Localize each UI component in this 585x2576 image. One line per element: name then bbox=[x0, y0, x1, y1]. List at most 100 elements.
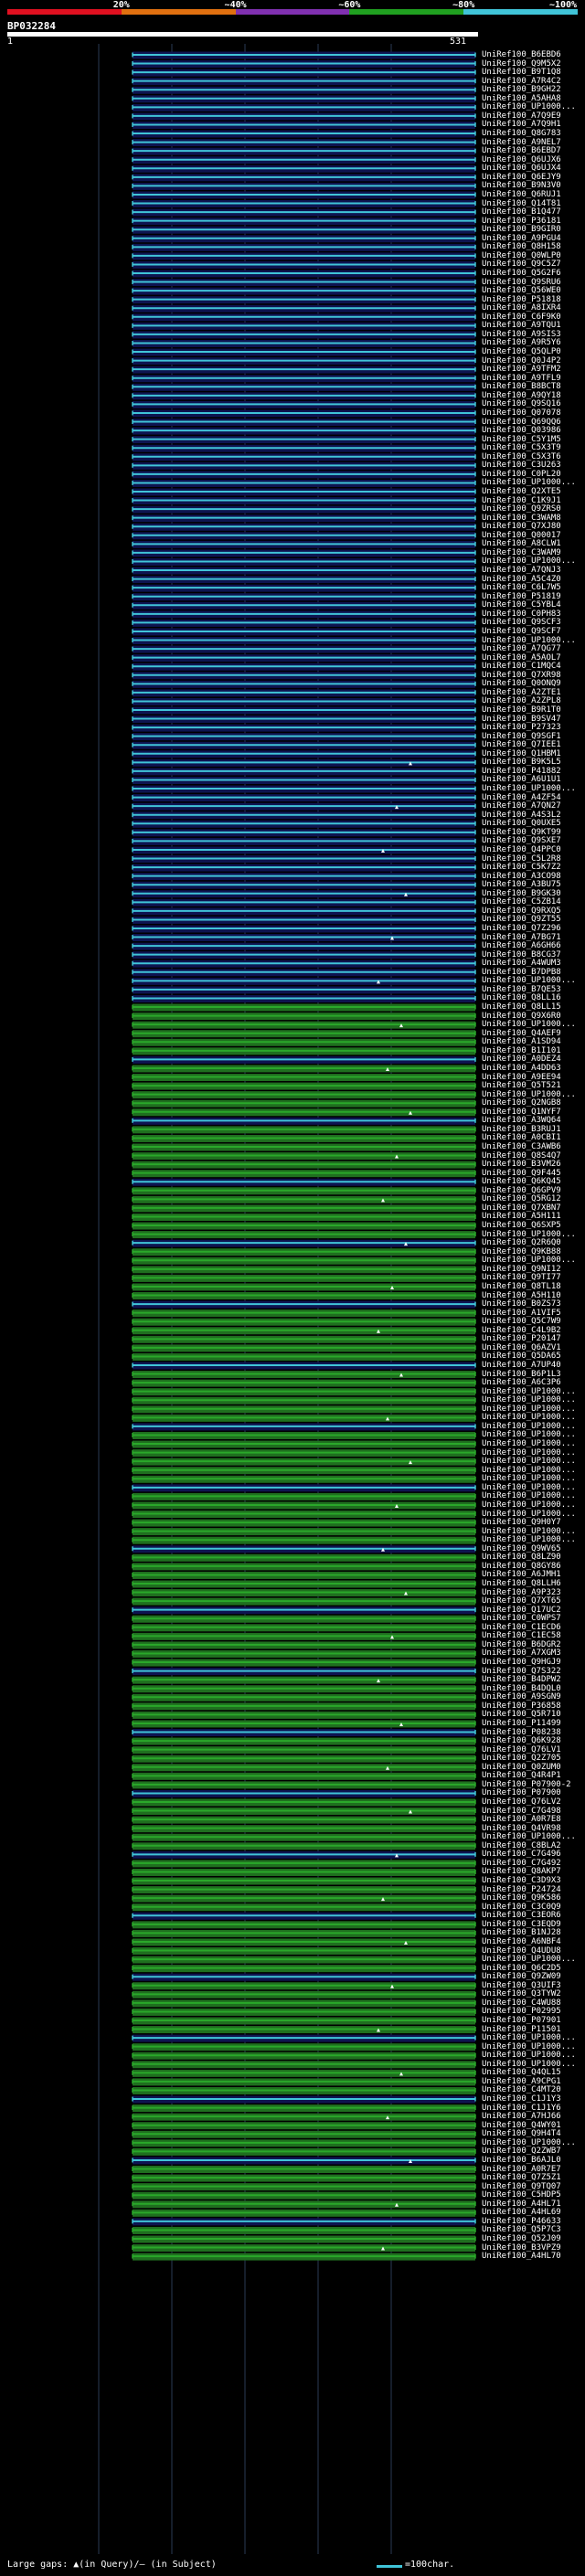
hit-label[interactable]: UniRef100_Q4QL15 bbox=[482, 2068, 561, 2078]
hit-label[interactable]: UniRef100_C0PH83 bbox=[482, 609, 561, 619]
hit-label[interactable]: UniRef100_Q2Z705 bbox=[482, 1754, 561, 1764]
hit-label[interactable]: UniRef100_Q3TYW2 bbox=[482, 1989, 561, 1999]
hit-label[interactable]: UniRef100_Q1HBM1 bbox=[482, 748, 561, 758]
hit-label[interactable]: UniRef100_UP1000... bbox=[482, 1457, 576, 1467]
hit-label[interactable]: UniRef100_P51818 bbox=[482, 294, 561, 304]
hit-label[interactable]: UniRef100_Q7Z5Z1 bbox=[482, 2173, 561, 2183]
hit-label[interactable]: UniRef100_UP1000... bbox=[482, 2137, 576, 2147]
hit-label[interactable]: UniRef100_Q2XTE5 bbox=[482, 487, 561, 496]
hit-label[interactable]: UniRef100_C3EOR6 bbox=[482, 1911, 561, 1921]
hit-label[interactable]: UniRef100_A6NBF4 bbox=[482, 1936, 561, 1946]
hit-label[interactable]: UniRef100_P07901 bbox=[482, 2016, 561, 2025]
hit-label[interactable]: UniRef100_C1J1Y3 bbox=[482, 2094, 561, 2104]
hit-label[interactable]: UniRef100_C5L2R8 bbox=[482, 853, 561, 864]
hit-label[interactable]: UniRef100_UP1000... bbox=[482, 1020, 576, 1030]
hit-label[interactable]: UniRef100_Q8AKP7 bbox=[482, 1867, 561, 1877]
hit-label[interactable]: UniRef100_Q6UJX6 bbox=[482, 154, 561, 164]
hit-label[interactable]: UniRef100_A4HL69 bbox=[482, 2208, 561, 2218]
hit-label[interactable]: UniRef100_Q7XJ80 bbox=[482, 522, 561, 532]
hit-label[interactable]: UniRef100_Q7XBN7 bbox=[482, 1203, 561, 1213]
hit-label[interactable]: UniRef100_Q9SQ16 bbox=[482, 399, 561, 409]
hit-label[interactable]: UniRef100_Q17UC2 bbox=[482, 1605, 561, 1615]
hit-label[interactable]: UniRef100_B9T1Q8 bbox=[482, 68, 561, 78]
hit-label[interactable]: UniRef100_C6F9K0 bbox=[482, 312, 561, 322]
hit-label[interactable]: UniRef100_C3WAM9 bbox=[482, 547, 561, 557]
hit-label[interactable]: UniRef100_UP1000... bbox=[482, 1430, 576, 1440]
hit-label[interactable]: UniRef100_UP1000... bbox=[482, 1395, 576, 1405]
hit-label[interactable]: UniRef100_C3U263 bbox=[482, 461, 561, 471]
hit-label[interactable]: UniRef100_Q8LLH6 bbox=[482, 1579, 561, 1588]
hit-label[interactable]: UniRef100_Q0UXE5 bbox=[482, 819, 561, 829]
hit-label[interactable]: UniRef100_UP1000... bbox=[482, 2041, 576, 2051]
hit-label[interactable]: UniRef100_C3EQD9 bbox=[482, 1919, 561, 1929]
hit-label[interactable]: UniRef100_C3D9X3 bbox=[482, 1876, 561, 1886]
hit-label[interactable]: UniRef100_Q6RUJ1 bbox=[482, 189, 561, 199]
hit-label[interactable]: UniRef100_Q07078 bbox=[482, 408, 561, 418]
hit-label[interactable]: UniRef100_Q03986 bbox=[482, 426, 561, 436]
hit-label[interactable]: UniRef100_B1Q477 bbox=[482, 207, 561, 217]
hit-label[interactable]: UniRef100_UP1000... bbox=[482, 1089, 576, 1099]
hit-label[interactable]: UniRef100_Q9SRU6 bbox=[482, 277, 561, 287]
hit-label[interactable]: UniRef100_A7R4C2 bbox=[482, 76, 561, 86]
hit-label[interactable]: UniRef100_P08238 bbox=[482, 1727, 561, 1737]
hit-label[interactable]: UniRef100_C0WPS7 bbox=[482, 1614, 561, 1624]
hit-label[interactable]: UniRef100_B6EBD7 bbox=[482, 146, 561, 156]
hit-label[interactable]: UniRef100_B3VPZ9 bbox=[482, 2242, 561, 2253]
hit-label[interactable]: UniRef100_UP1000... bbox=[482, 1491, 576, 1501]
hit-label[interactable]: UniRef100_A5AOL7 bbox=[482, 652, 561, 663]
hit-label[interactable]: UniRef100_Q52J09 bbox=[482, 2234, 561, 2243]
hit-label[interactable]: UniRef100_Q9TQ07 bbox=[482, 2181, 561, 2191]
hit-label[interactable]: UniRef100_A4S3L2 bbox=[482, 810, 561, 820]
hit-label[interactable]: UniRef100_C5ZB14 bbox=[482, 897, 561, 907]
hit-label[interactable]: UniRef100_Q4WY01 bbox=[482, 2120, 561, 2130]
hit-label[interactable]: UniRef100_A5AHA8 bbox=[482, 93, 561, 103]
hit-label[interactable]: UniRef100_P11501 bbox=[482, 2024, 561, 2034]
hit-label[interactable]: UniRef100_UP1000... bbox=[482, 1832, 576, 1842]
hit-label[interactable]: UniRef100_C1EC58 bbox=[482, 1631, 561, 1641]
hit-label[interactable]: UniRef100_Q6UJX4 bbox=[482, 164, 561, 174]
hit-label[interactable]: UniRef100_Q9K586 bbox=[482, 1893, 561, 1903]
hit-label[interactable]: UniRef100_Q9SCF7 bbox=[482, 626, 561, 636]
hit-label[interactable]: UniRef100_Q9M5X2 bbox=[482, 58, 561, 69]
hit-label[interactable]: UniRef100_A7Q9E9 bbox=[482, 111, 561, 121]
hit-label[interactable]: UniRef100_Q2NGB8 bbox=[482, 1098, 561, 1108]
hit-label[interactable]: UniRef100_A9R5Y6 bbox=[482, 338, 561, 348]
hit-label[interactable]: UniRef100_UP1000... bbox=[482, 1526, 576, 1536]
hit-label[interactable]: UniRef100_Q9C5Z7 bbox=[482, 260, 561, 270]
hit-label[interactable]: UniRef100_C1MQC4 bbox=[482, 662, 561, 672]
hit-label[interactable]: UniRef100_A0CBI1 bbox=[482, 1133, 561, 1143]
hit-label[interactable]: UniRef100_P36858 bbox=[482, 1701, 561, 1711]
hit-label[interactable]: UniRef100_B7QE53 bbox=[482, 984, 561, 994]
hit-label[interactable]: UniRef100_UP1000... bbox=[482, 784, 576, 794]
hit-label[interactable]: UniRef100_Q7Z296 bbox=[482, 924, 561, 933]
hit-label[interactable]: UniRef100_B6DGR2 bbox=[482, 1639, 561, 1649]
hit-label[interactable]: UniRef100_Q5G2F6 bbox=[482, 269, 561, 278]
hit-label[interactable]: UniRef100_A9PGU4 bbox=[482, 233, 561, 243]
hit-label[interactable]: UniRef100_Q6EJY9 bbox=[482, 172, 561, 182]
hit-label[interactable]: UniRef100_Q9NI12 bbox=[482, 1264, 561, 1274]
hit-label[interactable]: UniRef100_C1K9J1 bbox=[482, 495, 561, 505]
hit-label[interactable]: UniRef100_C1J1Y6 bbox=[482, 2103, 561, 2113]
hit-label[interactable]: UniRef100_C6L7W5 bbox=[482, 583, 561, 593]
hit-label[interactable]: UniRef100_Q9TI77 bbox=[482, 1273, 561, 1283]
hit-label[interactable]: UniRef100_B4DQL0 bbox=[482, 1683, 561, 1693]
hit-label[interactable]: UniRef100_A9SIS3 bbox=[482, 329, 561, 339]
hit-label[interactable]: UniRef100_Q6C2D5 bbox=[482, 1963, 561, 1973]
hit-label[interactable]: UniRef100_B0ZS73 bbox=[482, 1299, 561, 1309]
hit-label[interactable]: UniRef100_Q5C7W9 bbox=[482, 1317, 561, 1327]
hit-label[interactable]: UniRef100_C7G492 bbox=[482, 1858, 561, 1868]
hit-label[interactable]: UniRef100_A5H110 bbox=[482, 1290, 561, 1300]
hit-label[interactable]: UniRef100_Q7XT65 bbox=[482, 1596, 561, 1606]
hit-label[interactable]: UniRef100_A3WQ64 bbox=[482, 1116, 561, 1126]
hit-label[interactable]: UniRef100_Q9KT99 bbox=[482, 827, 561, 837]
hit-label[interactable]: UniRef100_A4DD63 bbox=[482, 1063, 561, 1073]
hit-label[interactable]: UniRef100_A1SD94 bbox=[482, 1037, 561, 1047]
hit-label[interactable]: UniRef100_Q9H0Y7 bbox=[482, 1518, 561, 1528]
hit-label[interactable]: UniRef100_A7HJ66 bbox=[482, 2112, 561, 2122]
hit-label[interactable]: UniRef100_A6JMH1 bbox=[482, 1570, 561, 1580]
hit-label[interactable]: UniRef100_A4HL71 bbox=[482, 2199, 561, 2209]
hit-label[interactable]: UniRef100_Q4PPC0 bbox=[482, 844, 561, 854]
hit-label[interactable]: UniRef100_UP1000... bbox=[482, 1509, 576, 1519]
hit-label[interactable]: UniRef100_A1VIF5 bbox=[482, 1308, 561, 1318]
hit-label[interactable]: UniRef100_Q5QLP0 bbox=[482, 347, 561, 357]
